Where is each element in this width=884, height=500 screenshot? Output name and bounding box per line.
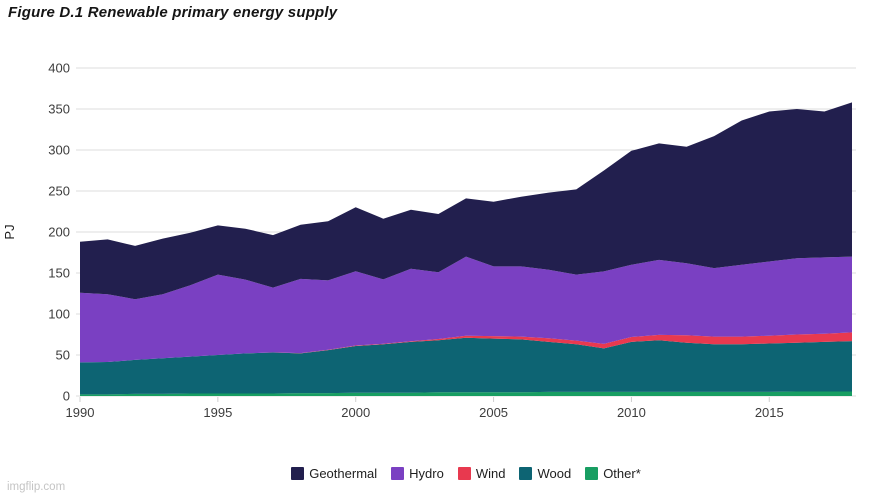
- x-tick-label: 1990: [66, 405, 95, 420]
- legend-label: Wind: [475, 466, 506, 481]
- x-tick-label: 2005: [479, 405, 508, 420]
- y-tick-label: 0: [63, 389, 70, 404]
- area-series: [80, 102, 852, 396]
- area-other: [80, 391, 852, 396]
- area-hydro: [80, 256, 852, 363]
- legend-label: Geothermal: [309, 466, 378, 481]
- y-tick-label: 50: [56, 348, 70, 363]
- y-tick-label: 250: [48, 184, 70, 199]
- y-tick-label: 400: [48, 61, 70, 76]
- legend-swatch-other: [585, 467, 599, 480]
- legend-swatch-wind: [457, 467, 471, 480]
- legend-label: Other*: [603, 466, 641, 481]
- area-wood: [80, 337, 852, 395]
- axes: 0 50 100 150 200 250 300 350 400 1990 1995 2000 2005…: [48, 61, 783, 421]
- legend-item-other: Other*: [585, 466, 641, 481]
- legend-label: Wood: [537, 466, 572, 481]
- y-tick-label: 150: [48, 266, 70, 281]
- x-tick-label: 2000: [341, 405, 370, 420]
- x-tick-label: 2010: [617, 405, 646, 420]
- legend-swatch-geothermal: [291, 467, 305, 480]
- y-tick-label: 200: [48, 225, 70, 240]
- legend-item-wind: Wind: [457, 466, 506, 481]
- y-axis-title: PJ: [2, 224, 17, 239]
- chart-legend: Geothermal Hydro Wind Wood Other*: [80, 466, 852, 481]
- legend-item-geothermal: Geothermal: [291, 466, 377, 481]
- area-wind: [80, 332, 852, 363]
- y-tick-label: 350: [48, 102, 70, 117]
- area-geothermal: [80, 102, 852, 300]
- legend-swatch-hydro: [391, 467, 405, 480]
- chart-title: Figure D.1 Renewable primary energy supp…: [8, 4, 338, 21]
- legend-item-hydro: Hydro: [391, 466, 444, 481]
- watermark: imgflip.com: [7, 481, 66, 493]
- legend-swatch-wood: [519, 467, 533, 480]
- legend-label: Hydro: [409, 466, 444, 481]
- y-tick-label: 300: [48, 143, 70, 158]
- legend-item-wood: Wood: [519, 466, 571, 481]
- x-tick-label: 1995: [203, 405, 232, 420]
- stacked-area-chart: 0 50 100 150 200 250 300 350 400 1990 1995 2000 2005…: [2, 61, 856, 421]
- x-tick-label: 2015: [755, 405, 784, 420]
- y-tick-label: 100: [48, 307, 70, 322]
